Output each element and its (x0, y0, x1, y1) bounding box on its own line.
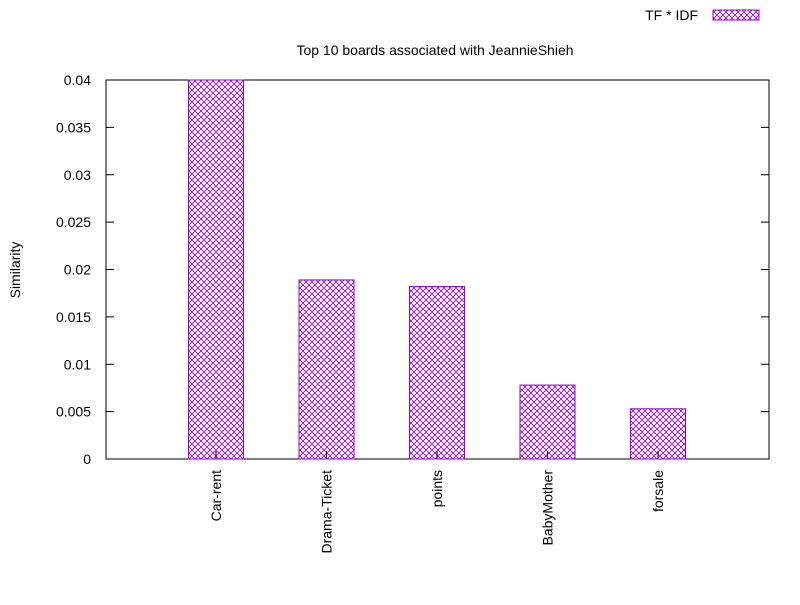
x-tick-label: points (429, 470, 445, 507)
x-tick-label: BabyMother (540, 470, 556, 546)
y-tick-label: 0 (83, 451, 91, 467)
y-tick-label: 0.015 (56, 309, 91, 325)
x-tick-label: Drama-Ticket (319, 470, 335, 554)
bar-points (409, 286, 465, 460)
y-axis-ticks: 0 0.005 0.01 0.015 0.02 0.025 0.03 0.035 0.04 (56, 72, 769, 467)
x-tick-label: forsale (650, 470, 666, 512)
y-tick-label: 0.01 (64, 356, 91, 372)
y-tick-label: 0.035 (56, 119, 91, 135)
bar-babymother (519, 384, 576, 460)
y-tick-label: 0.03 (64, 167, 91, 183)
chart-title: Top 10 boards associated with JeannieShi… (296, 42, 573, 58)
legend-swatch (712, 9, 760, 21)
bar-forsale (630, 408, 686, 460)
bar-car-rent (188, 79, 244, 460)
y-tick-label: 0.04 (64, 72, 91, 88)
bars (188, 79, 686, 460)
bar-drama-ticket (298, 279, 355, 460)
legend-label: TF * IDF (645, 7, 698, 23)
legend: TF * IDF (645, 7, 760, 23)
x-tick-label: Car-rent (208, 470, 224, 521)
y-tick-label: 0.005 (56, 404, 91, 420)
x-axis-ticks: Car-rent Drama-Ticket points BabyMother fors… (208, 451, 666, 554)
y-tick-label: 0.025 (56, 214, 91, 230)
y-axis-label: Similarity (7, 242, 23, 299)
y-tick-label: 0.02 (64, 262, 91, 278)
